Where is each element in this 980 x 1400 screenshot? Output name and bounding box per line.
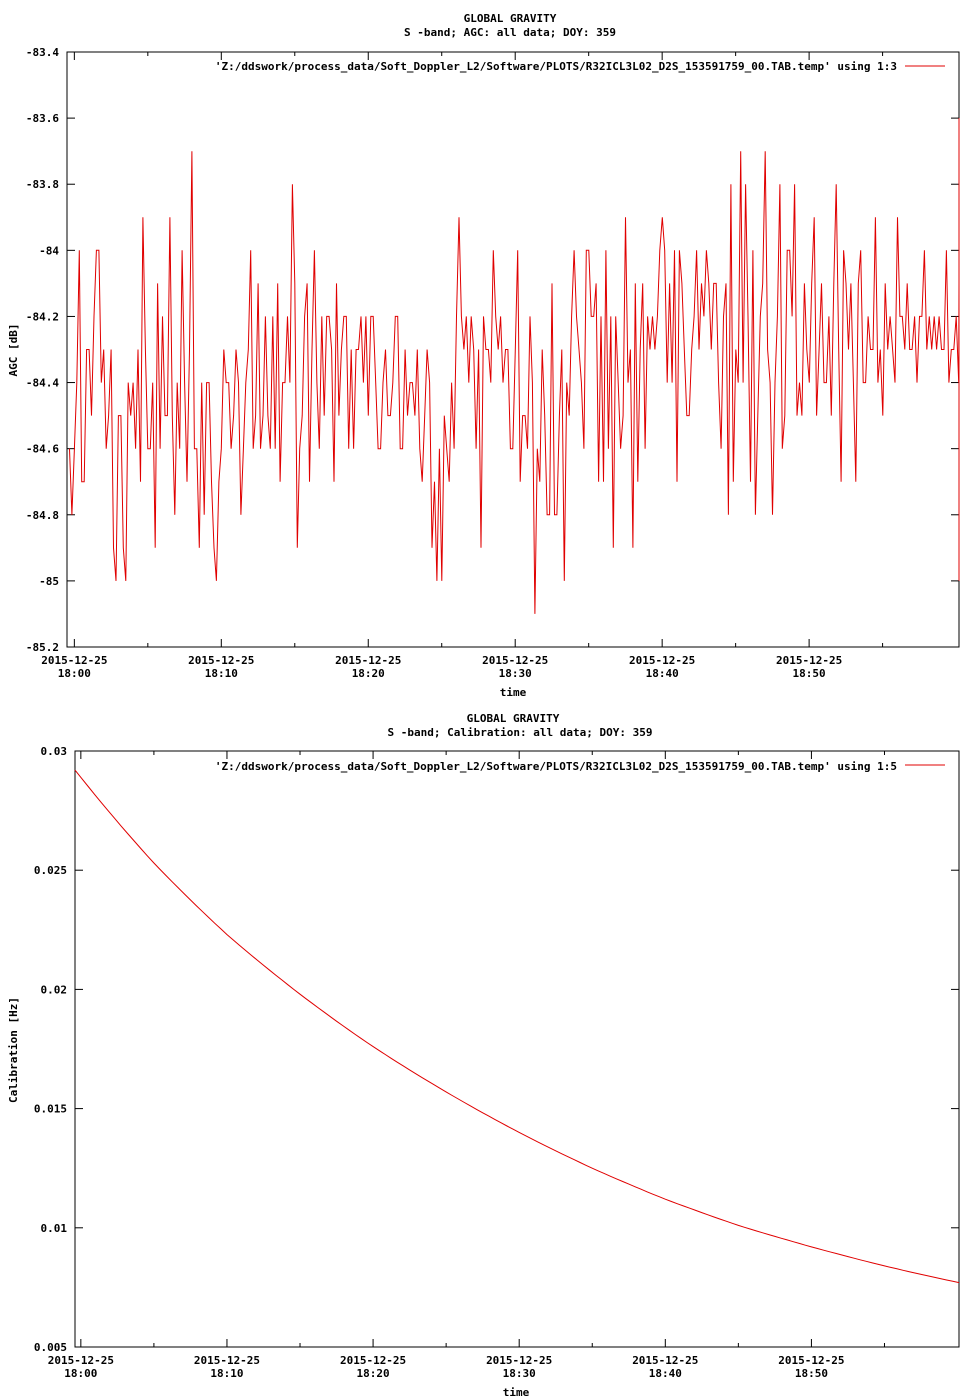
calibration-y-axis-label: Calibration [Hz] (7, 997, 20, 1103)
agc-y-axis-label: AGC [dB] (7, 324, 20, 377)
agc-x-axis-label: time (500, 686, 527, 699)
agc-y-tick-label: -83.4 (26, 46, 59, 59)
agc-x-tick-label-date: 2015-12-25 (776, 654, 842, 667)
calibration-y-axis: 0.005 0.01 0.015 0.02 0.025 0.03 (34, 745, 959, 1354)
agc-y-tick-label: -84 (39, 244, 59, 257)
agc-x-tick-label-date: 2015-12-25 (629, 654, 695, 667)
agc-x-tick-label-time: 18:30 (499, 667, 532, 680)
calibration-y-tick-label: 0.03 (41, 745, 68, 758)
calibration-series-line (74, 769, 960, 1284)
calibration-x-tick-label-date: 2015-12-25 (486, 1354, 552, 1367)
calibration-chart-subtitle: S -band; Calibration: all data; DOY: 359 (388, 726, 653, 739)
calibration-y-tick-label: 0.015 (34, 1103, 67, 1116)
calibration-x-tick-label-time: 18:20 (357, 1367, 390, 1380)
calibration-x-tick-label-date: 2015-12-25 (340, 1354, 406, 1367)
calibration-plot-frame (74, 750, 960, 1348)
agc-x-tick-label-time: 18:50 (793, 667, 826, 680)
calibration-x-tick-label-time: 18:50 (795, 1367, 828, 1380)
agc-y-tick-label: -83.8 (26, 178, 59, 191)
agc-plot-frame (66, 51, 960, 648)
calibration-x-tick-label-time: 18:10 (210, 1367, 243, 1380)
agc-legend: 'Z:/ddswork/process_data/Soft_Doppler_L2… (215, 60, 945, 73)
calibration-x-axis: 2015-12-2518:002015-12-2518:102015-12-25… (48, 751, 885, 1380)
agc-x-tick-label-time: 18:10 (205, 667, 238, 680)
agc-x-tick-label-date: 2015-12-25 (335, 654, 401, 667)
calibration-x-tick-label-time: 18:30 (503, 1367, 536, 1380)
calibration-x-tick-label-date: 2015-12-25 (48, 1354, 114, 1367)
calibration-x-tick-label-time: 18:00 (64, 1367, 97, 1380)
agc-y-axis: -85.2 -85 -84.8 -84.6 -84.4 -84.2 -84 -83.8 -83.… (26, 46, 959, 654)
agc-x-axis: 2015-12-2518:002015-12-2518:102015-12-25… (41, 52, 884, 680)
calibration-y-tick-label: 0.01 (41, 1222, 68, 1235)
calibration-y-tick-label: 0.025 (34, 864, 67, 877)
agc-x-tick-label-time: 18:40 (646, 667, 679, 680)
agc-x-tick-label-date: 2015-12-25 (482, 654, 548, 667)
agc-y-tick-label: -84.8 (26, 509, 59, 522)
calibration-x-tick-label-date: 2015-12-25 (194, 1354, 260, 1367)
agc-x-tick-label-date: 2015-12-25 (188, 654, 254, 667)
calibration-legend: 'Z:/ddswork/process_data/Soft_Doppler_L2… (215, 760, 945, 773)
agc-y-tick-label: -85.2 (26, 641, 59, 654)
agc-y-tick-label: -85 (39, 575, 59, 588)
agc-series-line (69, 118, 960, 614)
calibration-x-tick-label-date: 2015-12-25 (632, 1354, 698, 1367)
calibration-legend-label: 'Z:/ddswork/process_data/Soft_Doppler_L2… (215, 760, 897, 773)
calibration-x-axis-label: time (503, 1386, 530, 1399)
calibration-x-tick-label-date: 2015-12-25 (778, 1354, 844, 1367)
agc-x-tick-label-time: 18:20 (352, 667, 385, 680)
calibration-y-tick-label: 0.005 (34, 1341, 67, 1354)
agc-y-tick-label: -84.6 (26, 443, 59, 456)
agc-chart-title: GLOBAL GRAVITY (464, 12, 557, 25)
calibration-x-tick-label-time: 18:40 (649, 1367, 682, 1380)
calibration-chart-title: GLOBAL GRAVITY (467, 712, 560, 725)
agc-chart-subtitle: S -band; AGC: all data; DOY: 359 (404, 26, 616, 39)
calibration-y-tick-label: 0.02 (41, 983, 68, 996)
agc-x-tick-label-date: 2015-12-25 (41, 654, 107, 667)
agc-y-tick-label: -83.6 (26, 112, 59, 125)
agc-y-tick-label: -84.4 (26, 377, 59, 390)
agc-x-tick-label-time: 18:00 (58, 667, 91, 680)
calibration-chart-panel: GLOBAL GRAVITY S -band; Calibration: all… (7, 712, 960, 1399)
agc-chart-panel: GLOBAL GRAVITY S -band; AGC: all data; D… (7, 12, 960, 699)
agc-y-tick-label: -84.2 (26, 310, 59, 323)
agc-legend-label: 'Z:/ddswork/process_data/Soft_Doppler_L2… (215, 60, 897, 73)
